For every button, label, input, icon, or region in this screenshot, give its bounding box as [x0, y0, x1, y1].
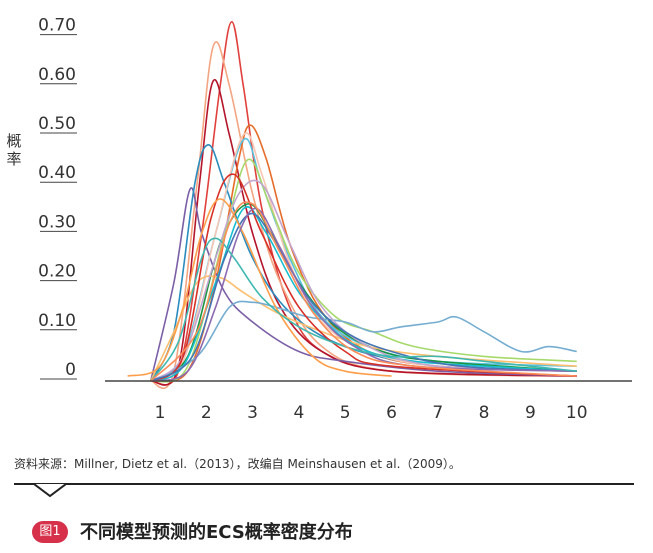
x-tick-label: 4: [293, 403, 304, 423]
y-tick-label: 0.10: [38, 311, 76, 331]
x-tick-label: 3: [247, 403, 258, 423]
divider-notch: [34, 484, 66, 498]
y-tick-layer: 0 0.10 0.20 0.30 0.40 0.50 0.60 0.70: [38, 16, 77, 380]
x-tick-label: 5: [340, 403, 351, 423]
series-layer: [127, 20, 577, 390]
series-line-2: [150, 41, 577, 390]
y-tick-label: 0.50: [38, 114, 76, 134]
y-axis-label-char: 率: [6, 150, 21, 168]
x-tick-label: 8: [479, 403, 490, 423]
series-line-5: [149, 187, 577, 382]
series-line-17: [127, 198, 392, 377]
y-axis-label: 概率: [6, 132, 21, 168]
series-line-20: [150, 201, 577, 382]
y-tick-label: 0.20: [38, 262, 76, 282]
x-tick-layer: 1 2 3 4 5 6 7 8 9 10: [155, 403, 588, 423]
figure-badge: 图1: [32, 521, 68, 543]
x-tick-label: 9: [525, 403, 536, 423]
source-note: 资料来源：Millner, Dietz et al.（2013），改编自 Mei…: [14, 457, 461, 471]
series-line-13: [150, 206, 577, 382]
series-line-14: [150, 179, 577, 382]
x-tick-label: 10: [566, 403, 588, 423]
y-tick-label: 0.30: [38, 212, 76, 232]
y-axis-label-char: 概: [6, 132, 21, 150]
x-tick-label: 2: [201, 403, 212, 423]
y-tick-label: 0: [65, 360, 76, 380]
series-line-15: [150, 173, 577, 382]
x-tick-label: 7: [432, 403, 443, 423]
y-tick-label: 0.60: [38, 65, 76, 85]
x-tick-label: 6: [386, 403, 397, 423]
series-line-12: [150, 300, 577, 382]
y-tick-label: 0.70: [38, 16, 76, 36]
series-line-19: [150, 237, 577, 382]
x-tick-label: 1: [155, 403, 166, 423]
divider-line: [14, 483, 634, 485]
y-tick-label: 0.40: [38, 163, 76, 183]
figure-title: 不同模型预测的ECS概率密度分布: [80, 522, 353, 543]
